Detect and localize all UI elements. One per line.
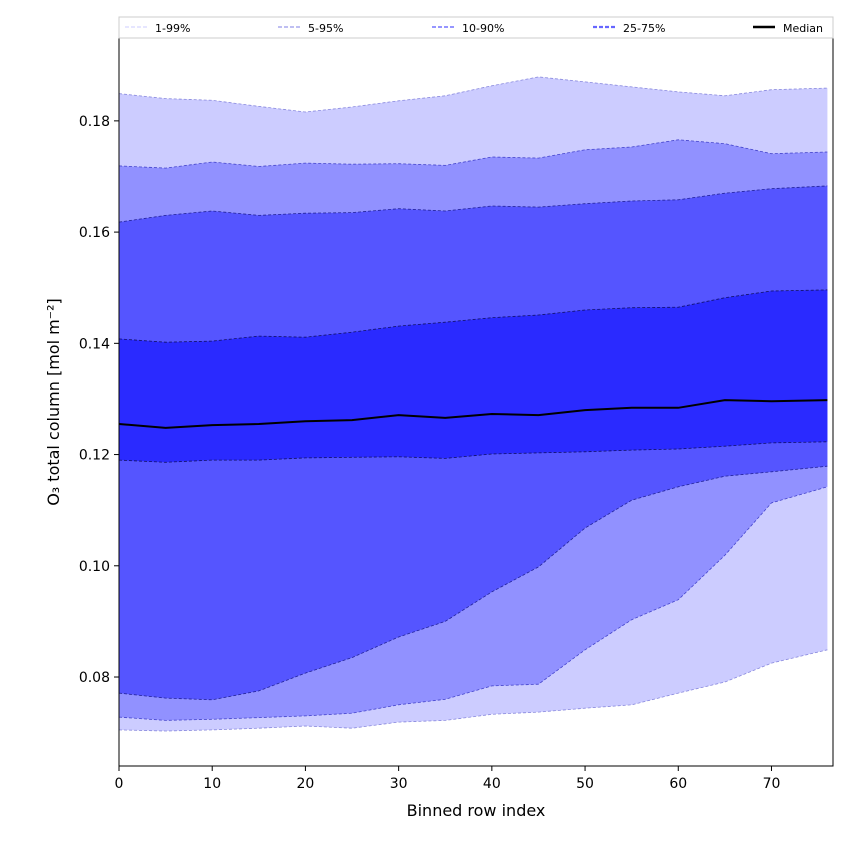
y-tick-label: 0.12 <box>79 448 110 464</box>
x-axis-label: Binned row index <box>407 801 546 820</box>
band-lower-edge <box>118 465 828 701</box>
legend-label: 1-99% <box>155 22 190 35</box>
y-tick-label: 0.16 <box>79 225 110 241</box>
band-upper-edge <box>118 289 828 343</box>
legend: 1-99% 5-95% 10-90% 25-75% Median <box>118 16 834 39</box>
band-lower-edge <box>118 649 828 732</box>
x-tick-label: 0 <box>115 776 124 792</box>
legend-box <box>118 16 834 39</box>
legend-label: 25-75% <box>623 22 665 35</box>
y-tick-label: 0.10 <box>79 559 110 575</box>
legend-label: 10-90% <box>462 22 504 35</box>
x-axis: 0 10 20 30 40 50 60 70 <box>115 766 781 792</box>
band-upper-edge <box>118 185 828 223</box>
band-lower-edge <box>118 486 828 721</box>
x-tick-label: 10 <box>203 776 221 792</box>
legend-label: 5-95% <box>308 22 343 35</box>
x-tick-label: 60 <box>669 776 687 792</box>
band-upper-edge <box>118 76 828 113</box>
band-upper-edge <box>118 139 828 169</box>
median-line <box>118 399 828 429</box>
y-axis: 0.08 0.10 0.12 0.14 0.16 0.18 <box>79 114 119 686</box>
x-tick-label: 50 <box>576 776 594 792</box>
band-lower-edge <box>118 441 828 463</box>
bands-layer <box>118 76 828 732</box>
x-tick-label: 30 <box>390 776 408 792</box>
band-25-75pct <box>119 289 828 463</box>
median-layer <box>118 399 828 429</box>
y-tick-label: 0.18 <box>79 114 110 130</box>
x-tick-label: 40 <box>483 776 501 792</box>
x-tick-label: 70 <box>763 776 781 792</box>
y-axis-label: O₃ total column [mol m⁻²] <box>44 298 63 506</box>
legend-label: Median <box>783 22 823 35</box>
y-tick-label: 0.08 <box>79 670 110 686</box>
y-tick-label: 0.14 <box>79 336 110 352</box>
x-tick-label: 20 <box>297 776 315 792</box>
